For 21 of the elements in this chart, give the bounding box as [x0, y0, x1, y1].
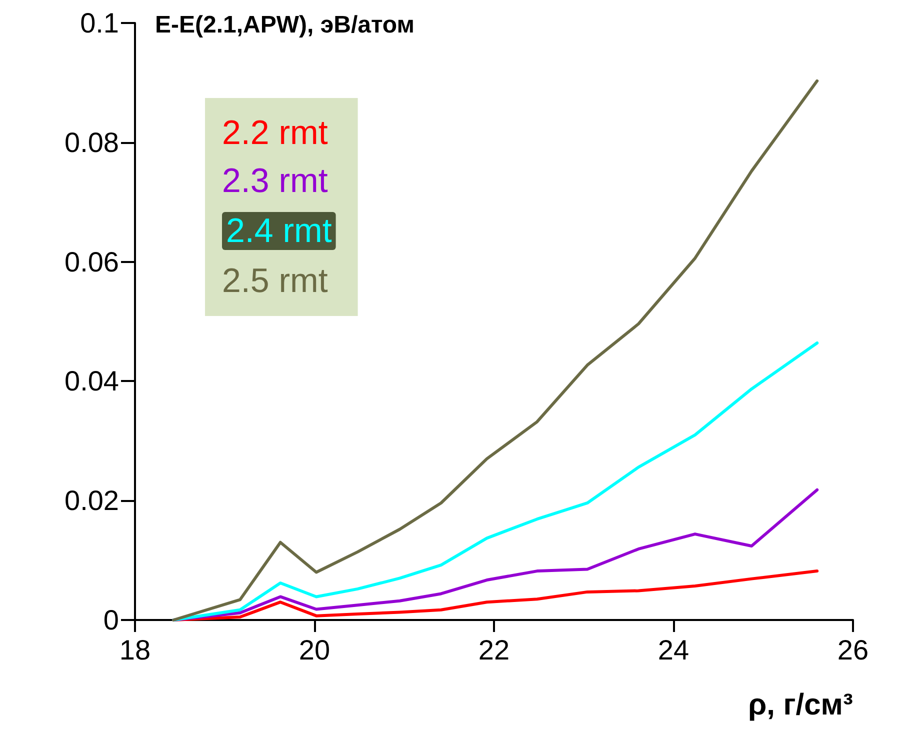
y-tick-label: 0.04 — [64, 366, 119, 397]
x-tick-label: 26 — [837, 634, 869, 666]
y-axis-title: E-E(2.1,APW), эВ/атом — [155, 12, 414, 38]
x-axis-title: ρ, г/см³ — [748, 688, 853, 722]
x-tick-label: 18 — [119, 634, 151, 666]
x-tick-label: 24 — [658, 634, 690, 666]
y-tick-label: 0.02 — [64, 485, 119, 516]
x-tick-label: 22 — [478, 634, 510, 666]
y-tick-label: 0 — [103, 604, 119, 636]
line-series — [172, 488, 819, 622]
line-series — [172, 341, 819, 622]
text: 2.3 rmt — [222, 162, 328, 200]
y-tick-label: 0.1 — [80, 8, 119, 38]
text: 2.4 rmt — [226, 212, 332, 250]
x-tick-label: 20 — [298, 634, 330, 666]
y-tick-label: 0.06 — [64, 246, 119, 278]
line-series — [172, 79, 819, 622]
text: 2.5 rmt — [222, 262, 328, 300]
y-tick-label: 0.08 — [64, 126, 119, 158]
text: 2.2 rmt — [222, 114, 328, 152]
line-series — [172, 570, 819, 622]
